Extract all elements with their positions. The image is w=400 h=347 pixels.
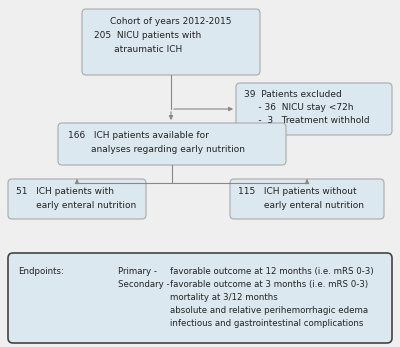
Text: early enteral nutrition: early enteral nutrition [16,201,136,210]
FancyBboxPatch shape [236,83,392,135]
Text: Endpoints:: Endpoints: [18,267,64,276]
Text: infectious and gastrointestinal complications: infectious and gastrointestinal complica… [170,319,363,328]
Text: - 36  NICU stay <72h: - 36 NICU stay <72h [244,103,354,112]
Text: Primary -: Primary - [118,267,157,276]
Text: analyses regarding early nutrition: analyses regarding early nutrition [68,145,245,154]
Text: Secondary -: Secondary - [118,280,170,289]
Text: 51   ICH patients with: 51 ICH patients with [16,187,114,196]
Text: mortality at 3/12 months: mortality at 3/12 months [170,293,278,302]
FancyBboxPatch shape [230,179,384,219]
FancyBboxPatch shape [82,9,260,75]
Text: Cohort of years 2012-2015: Cohort of years 2012-2015 [110,17,232,26]
Text: atraumatic ICH: atraumatic ICH [94,45,182,54]
FancyBboxPatch shape [8,253,392,343]
FancyBboxPatch shape [58,123,286,165]
Text: 39  Patients excluded: 39 Patients excluded [244,90,342,99]
Text: 205  NICU patients with: 205 NICU patients with [94,31,201,40]
Text: early enteral nutrition: early enteral nutrition [238,201,364,210]
FancyBboxPatch shape [8,179,146,219]
Text: absolute and relative perihemorrhagic edema: absolute and relative perihemorrhagic ed… [170,306,368,315]
Text: 166   ICH patients available for: 166 ICH patients available for [68,131,209,140]
Text: favorable outcome at 12 months (i.e. mRS 0-3): favorable outcome at 12 months (i.e. mRS… [170,267,374,276]
Text: favorable outcome at 3 months (i.e. mRS 0-3): favorable outcome at 3 months (i.e. mRS … [170,280,368,289]
Text: 115   ICH patients without: 115 ICH patients without [238,187,357,196]
Text: -  3   Treatment withhold: - 3 Treatment withhold [244,116,370,125]
